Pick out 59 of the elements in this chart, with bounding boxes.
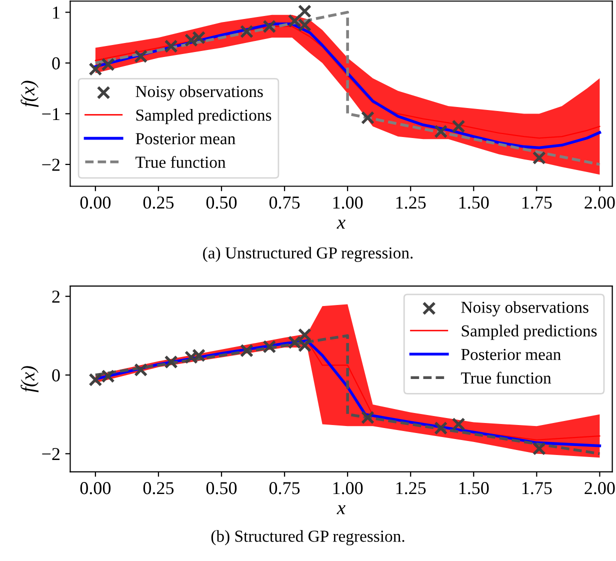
x-tick-label: 0.00 xyxy=(80,196,111,209)
point xyxy=(262,20,276,34)
legend-label: Posterior mean xyxy=(461,348,561,360)
point xyxy=(452,417,466,431)
point xyxy=(88,62,102,76)
point xyxy=(532,151,546,165)
text: (a) Unstructured GP regression. xyxy=(203,246,413,262)
x-tick-label: 0.75 xyxy=(269,196,300,209)
point xyxy=(101,58,115,72)
x-axis-title: x xyxy=(336,505,346,514)
x-tick-label: 1.25 xyxy=(396,482,426,494)
x-tick-label: 0.50 xyxy=(206,482,237,494)
y-tick-label: 0 xyxy=(52,57,60,70)
point xyxy=(434,421,448,435)
point xyxy=(298,4,312,18)
y-tick-label: 2 xyxy=(52,290,60,303)
point xyxy=(298,328,312,342)
x-tick-label: 1.25 xyxy=(396,196,426,209)
point xyxy=(164,355,178,369)
point xyxy=(134,363,148,377)
x-axis-title: x xyxy=(336,220,346,229)
y-tick-label: 0 xyxy=(52,369,60,382)
point xyxy=(434,124,448,138)
legend-label: Sampled predictions xyxy=(462,324,597,340)
x-tick-label: 0.25 xyxy=(143,482,174,494)
x-tick-label: 1.00 xyxy=(333,196,363,209)
x-tick-label: 2.00 xyxy=(584,482,615,494)
y-axis-title: f(x) xyxy=(20,366,39,392)
point xyxy=(134,50,148,64)
legend-label: Noisy observations xyxy=(461,301,588,316)
legend-label: True function xyxy=(461,372,552,384)
x-tick-label: 1.50 xyxy=(459,196,489,209)
legend-label: True function xyxy=(136,156,226,168)
x-tick-label: 1.00 xyxy=(333,482,363,494)
x-tick-label: 0.50 xyxy=(206,196,237,209)
point xyxy=(240,24,254,38)
point xyxy=(452,120,466,134)
legend-label: Sampled predictions xyxy=(136,109,272,124)
y-axis-title: f(x) xyxy=(20,80,39,107)
point xyxy=(262,340,276,354)
y-tick-label: −2 xyxy=(42,158,60,171)
point xyxy=(360,410,375,424)
x-tick-label: 0.25 xyxy=(143,196,174,209)
legend-label: Noisy observations xyxy=(136,85,263,101)
x-tick-label: 1.50 xyxy=(459,482,489,494)
y-tick-label: 1 xyxy=(53,6,60,19)
point xyxy=(360,111,375,125)
y-tick-label: −1 xyxy=(42,108,60,120)
point xyxy=(532,442,546,456)
point xyxy=(164,39,178,54)
point xyxy=(240,344,254,358)
x-tick-label: 0.75 xyxy=(269,482,300,494)
x-tick-label: 2.00 xyxy=(584,196,615,209)
x-tick-label: 1.75 xyxy=(522,196,552,209)
legend-label: Posterior mean xyxy=(136,133,236,144)
text: (b) Structured GP regression. xyxy=(211,530,404,546)
x-tick-label: 0.00 xyxy=(80,482,111,494)
x-tick-label: 1.75 xyxy=(522,482,552,494)
y-tick-label: −2 xyxy=(42,448,60,460)
